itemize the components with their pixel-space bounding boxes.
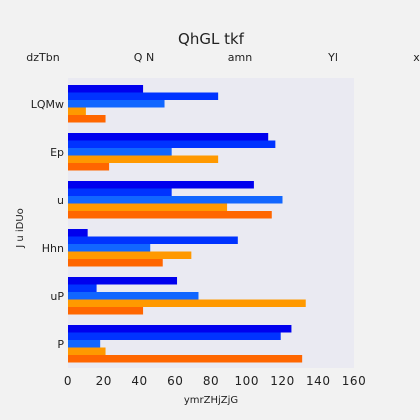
bar-LQMw-0	[68, 85, 144, 93]
bar-Ep-0	[68, 133, 269, 141]
bar-u-0	[68, 181, 254, 189]
chart-title: QhGL tkf	[178, 30, 245, 48]
bar-Hhn-0	[68, 229, 88, 237]
y-tick-label-3: Hhn	[42, 242, 64, 255]
x-tick-label-3: 60	[167, 374, 183, 388]
bar-LQMw-2	[68, 100, 165, 108]
bar-Hhn-4	[68, 259, 163, 267]
bar-uP-1	[68, 284, 97, 292]
bar-Hhn-2	[68, 244, 151, 252]
y-axis-label: J u iDUo	[15, 208, 26, 249]
x-tick-labels: 0 20 40 60 80 100 120 140 160	[64, 374, 366, 388]
bar-uP-2	[68, 292, 199, 300]
bar-P-4	[68, 355, 303, 363]
plot-area	[68, 78, 354, 368]
x-axis-label: ymrZHjZjG	[184, 395, 238, 406]
legend: dzTbn Q N amn Yl xl	[26, 51, 420, 64]
bar-LQMw-4	[68, 115, 106, 123]
legend-item-0: dzTbn	[26, 51, 59, 64]
x-tick-label-2: 40	[131, 374, 147, 388]
x-tick-label-6: 120	[270, 374, 294, 388]
x-tick-label-1: 20	[96, 374, 112, 388]
bar-Ep-1	[68, 140, 276, 148]
bar-uP-3	[68, 299, 306, 307]
bar-uP-0	[68, 277, 178, 285]
bar-u-1	[68, 188, 172, 196]
legend-item-2: amn	[228, 51, 252, 64]
bar-LQMw-1	[68, 92, 219, 100]
y-tick-label-2: u	[57, 194, 64, 207]
legend-item-3: Yl	[327, 51, 338, 64]
bar-LQMw-3	[68, 107, 86, 115]
legend-item-4: xl	[413, 51, 420, 64]
legend-item-1: Q N	[134, 51, 154, 64]
bar-u-2	[68, 196, 283, 204]
x-tick-label-8: 160	[342, 374, 366, 388]
x-tick-label-5: 100	[235, 374, 259, 388]
bar-Ep-3	[68, 155, 219, 163]
bar-u-4	[68, 211, 272, 219]
y-tick-label-0: LQMw	[31, 98, 64, 111]
y-tick-label-5: P	[57, 338, 64, 351]
bar-Ep-4	[68, 163, 110, 171]
x-tick-label-7: 140	[306, 374, 330, 388]
bar-Ep-2	[68, 148, 172, 156]
bar-Hhn-1	[68, 236, 238, 244]
y-tick-label-1: Ep	[50, 146, 64, 159]
bar-P-1	[68, 332, 281, 340]
bar-uP-4	[68, 307, 144, 315]
bar-P-3	[68, 347, 106, 355]
y-tick-label-4: uP	[50, 290, 64, 303]
y-tick-labels: LQMw Ep u Hhn uP P	[31, 98, 65, 351]
x-tick-label-4: 80	[203, 374, 219, 388]
bar-Hhn-3	[68, 251, 192, 259]
x-tick-label-0: 0	[64, 374, 72, 388]
bar-P-2	[68, 340, 101, 348]
bar-u-3	[68, 203, 228, 211]
bar-P-0	[68, 325, 292, 333]
bars	[68, 85, 306, 363]
